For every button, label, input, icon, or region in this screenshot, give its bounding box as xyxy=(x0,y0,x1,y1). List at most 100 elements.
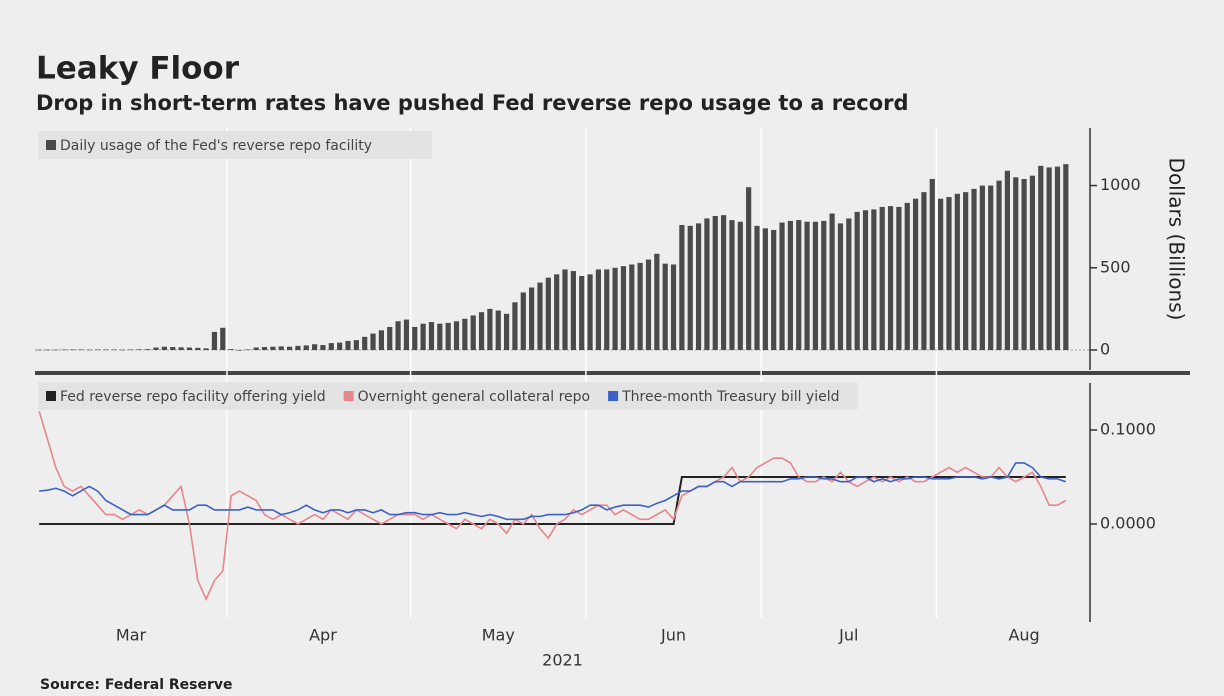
bar xyxy=(403,319,410,350)
bar xyxy=(729,220,735,350)
bar xyxy=(529,287,535,350)
bar xyxy=(1013,177,1019,350)
bar xyxy=(779,222,785,350)
x-axis-label: 2021 xyxy=(542,651,583,670)
bar xyxy=(95,349,101,351)
bar xyxy=(687,225,693,350)
bar xyxy=(871,209,877,350)
bar xyxy=(620,266,627,350)
bar xyxy=(253,347,259,350)
bar xyxy=(195,347,201,350)
bar xyxy=(478,312,485,350)
bar xyxy=(887,206,894,350)
bar xyxy=(161,346,167,350)
bar xyxy=(654,253,660,350)
y-tick-label: 500 xyxy=(1100,257,1131,276)
bar xyxy=(428,322,435,350)
x-tick-label: Jul xyxy=(838,626,858,645)
bar xyxy=(286,346,293,350)
bar xyxy=(362,336,368,350)
bar xyxy=(579,276,585,350)
bar xyxy=(946,197,952,350)
bar xyxy=(261,347,268,350)
bar xyxy=(111,349,117,351)
line-series xyxy=(39,476,1066,525)
bar xyxy=(295,345,301,350)
bar xyxy=(220,327,226,350)
bar xyxy=(470,315,476,350)
bar xyxy=(971,188,977,350)
bar xyxy=(912,198,919,350)
source: Source: Federal Reserve xyxy=(40,677,233,693)
bar xyxy=(1004,170,1010,350)
bar xyxy=(804,221,810,350)
x-tick-label: May xyxy=(482,626,515,645)
bar xyxy=(270,346,276,350)
legend-label: Fed reverse repo facility offering yield xyxy=(60,389,326,405)
bar xyxy=(996,180,1002,350)
bar xyxy=(595,269,602,350)
bar xyxy=(320,345,326,350)
bar xyxy=(44,349,51,351)
bar xyxy=(420,323,426,350)
y-tick-label: 0.1000 xyxy=(1100,420,1156,439)
bar xyxy=(929,178,935,350)
bar xyxy=(345,340,351,350)
bar xyxy=(278,346,284,350)
bar xyxy=(128,349,134,351)
legend-swatch xyxy=(46,140,56,150)
legend-bg xyxy=(38,131,432,159)
bar xyxy=(979,185,985,350)
bar xyxy=(53,349,59,351)
bar xyxy=(186,347,193,350)
bar xyxy=(153,347,159,350)
legend-label: Overnight general collateral repo xyxy=(358,389,590,405)
legend-label: Three-month Treasury bill yield xyxy=(621,389,839,405)
bar xyxy=(78,349,84,351)
bar xyxy=(1029,175,1036,350)
bar xyxy=(637,262,643,350)
bar xyxy=(670,264,677,350)
bar xyxy=(503,313,510,350)
bar xyxy=(846,218,852,350)
bar xyxy=(512,302,518,350)
bar xyxy=(61,349,67,351)
bar xyxy=(879,206,885,350)
chart-title: Leaky Floor xyxy=(36,51,240,87)
bar xyxy=(495,310,501,350)
bar xyxy=(629,264,635,350)
bar xyxy=(704,218,710,350)
bar xyxy=(387,326,393,350)
line-series xyxy=(39,462,1067,521)
bar xyxy=(120,349,126,351)
bar xyxy=(462,318,468,350)
bar xyxy=(1063,164,1069,350)
bar xyxy=(328,343,334,350)
bar xyxy=(988,185,994,350)
bar xyxy=(312,344,318,350)
bar xyxy=(1021,178,1027,350)
bar xyxy=(963,192,969,350)
bar xyxy=(554,274,560,350)
y-tick-label: 0.0000 xyxy=(1100,514,1156,533)
bar xyxy=(86,349,92,351)
bar xyxy=(178,347,184,350)
line-series xyxy=(38,410,1067,602)
bar xyxy=(754,225,760,350)
bar xyxy=(378,330,384,350)
bar xyxy=(236,350,243,351)
bar xyxy=(954,193,960,350)
bar xyxy=(412,326,418,350)
bar xyxy=(69,349,76,351)
bar xyxy=(829,213,835,350)
legend-swatch xyxy=(343,391,354,401)
bar xyxy=(370,333,376,350)
bar xyxy=(604,269,610,350)
bar xyxy=(904,202,910,350)
bar xyxy=(821,220,827,350)
bar xyxy=(303,345,309,350)
bar xyxy=(570,271,576,350)
bar xyxy=(353,340,359,350)
legend-label: Daily usage of the Fed's reverse repo fa… xyxy=(60,138,372,154)
